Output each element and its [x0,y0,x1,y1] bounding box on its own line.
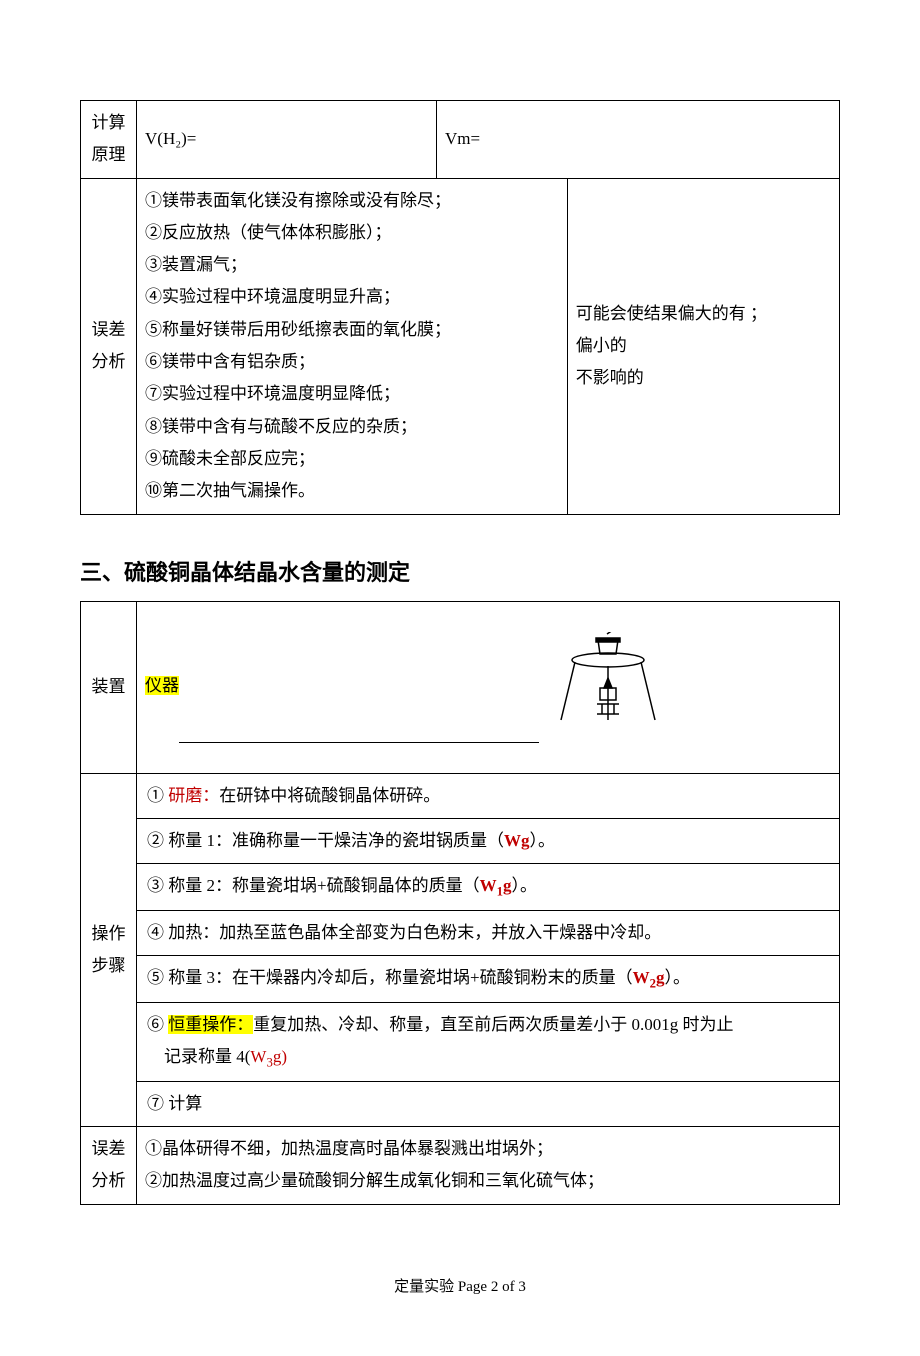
result-line: 不影响的 [576,362,831,394]
error-cell-2: ①晶体研得不细，加热温度高时晶体暴裂溅出坩埚外； ②加热温度过高少量硫酸铜分解生… [137,1127,840,1205]
calc-left-cell: V(H₂)= [137,101,437,179]
device-blank-line [179,725,539,743]
step-num: ① [147,786,164,805]
step-text: 在干燥器内冷却后，称量瓷坩埚+硫酸铜粉末的质量（ [232,968,633,987]
step-kw: 称量 3： [168,968,232,987]
step-row: ① 研磨：在研钵中将硫酸铜晶体研碎。 [137,774,839,818]
step-text: 重复加热、冷却、称量，直至前后两次质量差小于 0.001g 时为止 [253,1015,733,1034]
step-row: ② 称量 1：准确称量一干燥洁净的瓷坩锅质量（Wg）。 [137,818,839,863]
step-row: ⑥ 恒重操作：重复加热、冷却、称量，直至前后两次质量差小于 0.001g 时为止… [137,1002,839,1081]
err-item: ②反应放热（使气体体积膨胀）； [145,217,559,249]
err-item: ⑩第二次抽气漏操作。 [145,475,559,507]
vh2-text: V(H₂)= [145,129,196,148]
error-items-cell: ①镁带表面氧化镁没有擦除或没有除尽； ②反应放热（使气体体积膨胀）； ③装置漏气… [137,178,568,514]
step-kw: 加热： [168,923,219,942]
err-item: ④实验过程中环境温度明显升高； [145,281,559,313]
page: 计算 原理 V(H₂)= Vm= 误差 分析 ①镁带表面氧化镁没有擦除或没有除尽… [0,0,920,1356]
device-cell: 仪器 [137,601,840,773]
calc-error-table: 计算 原理 V(H₂)= Vm= 误差 分析 ①镁带表面氧化镁没有擦除或没有除尽… [80,100,840,515]
step-num: ⑤ [147,968,164,987]
err-item: ⑧镁带中含有与硫酸不反应的杂质； [145,411,559,443]
step-text: 在研钵中将硫酸铜晶体研碎。 [219,786,440,805]
error-analysis-label-2: 误差 分析 [81,1127,137,1205]
step-line2: 记录称量 4( [164,1047,250,1066]
error-result-cell: 可能会使结果偏大的有 ； 偏小的 不影响的 [567,178,839,514]
step-text: 加热至蓝色晶体全部变为白色粉末，并放入干燥器中冷却。 [219,923,661,942]
calc-right-cell: Vm= [437,101,840,179]
page-footer: 定量实验 Page 2 of 3 [80,1275,840,1296]
error-analysis-label-1: 误差 分析 [81,178,137,514]
err-item: ①镁带表面氧化镁没有擦除或没有除尽； [145,185,559,217]
calc-principle-label: 计算 原理 [81,101,137,179]
step-row: ④ 加热：加热至蓝色晶体全部变为白色粉末，并放入干燥器中冷却。 [137,910,839,955]
err-item: ③装置漏气； [145,249,559,281]
step-num: ③ [147,876,164,895]
step-kw: 计算 [168,1094,202,1113]
err-item: ⑦实验过程中环境温度明显降低； [145,378,559,410]
step-num: ⑥ [147,1015,164,1034]
step-row: ③ 称量 2：称量瓷坩埚+硫酸铜晶体的质量（W1g）。 [137,863,839,910]
steps-label: 操作 步骤 [81,773,137,1126]
step-num: ④ [147,923,164,942]
steps-cell: ① 研磨：在研钵中将硫酸铜晶体研碎。 ② 称量 1：准确称量一干燥洁净的瓷坩锅质… [137,773,840,1126]
step-w: W1g [480,876,512,895]
err-item: ⑥镁带中含有铝杂质； [145,346,559,378]
step-row: ⑤ 称量 3：在干燥器内冷却后，称量瓷坩埚+硫酸铜粉末的质量（W2g）。 [137,955,839,1002]
step-num: ② [147,831,164,850]
step-text: ）。 [530,831,556,850]
step-kw: 研磨： [168,786,219,805]
step-text: ）。 [511,876,537,895]
step-w: Wg [504,831,530,850]
err-item: ⑤称量好镁带后用砂纸擦表面的氧化膜； [145,314,559,346]
vm-text: Vm= [445,129,480,148]
step-w: W3g) [250,1047,287,1066]
section-title: 三、硫酸铜晶体结晶水含量的测定 [80,555,840,587]
step-text: ）。 [664,968,690,987]
device-label: 装置 [81,601,137,773]
err2-item: ①晶体研得不细，加热温度高时晶体暴裂溅出坩埚外； [145,1133,831,1165]
step-w: W2g [633,968,665,987]
cuso4-table: 装置 仪器 [80,601,840,1205]
step-row: ⑦ 计算 [137,1081,839,1126]
step-kw: 称量 2： [168,876,232,895]
err-item: ⑨硫酸未全部反应完； [145,443,559,475]
step-kw: 称量 1： [168,831,232,850]
tripod-apparatus-icon [553,632,663,743]
err2-item: ②加热温度过高少量硫酸铜分解生成氧化铜和三氧化硫气体； [145,1165,831,1197]
device-prefix: 仪器 [145,676,179,695]
step-text: 准确称量一干燥洁净的瓷坩锅质量（ [232,831,504,850]
result-line: 可能会使结果偏大的有 ； [576,298,831,330]
result-line: 偏小的 [576,330,831,362]
step-text: 称量瓷坩埚+硫酸铜晶体的质量（ [232,876,480,895]
step-num: ⑦ [147,1094,164,1113]
step-kw: 恒重操作： [168,1015,253,1034]
